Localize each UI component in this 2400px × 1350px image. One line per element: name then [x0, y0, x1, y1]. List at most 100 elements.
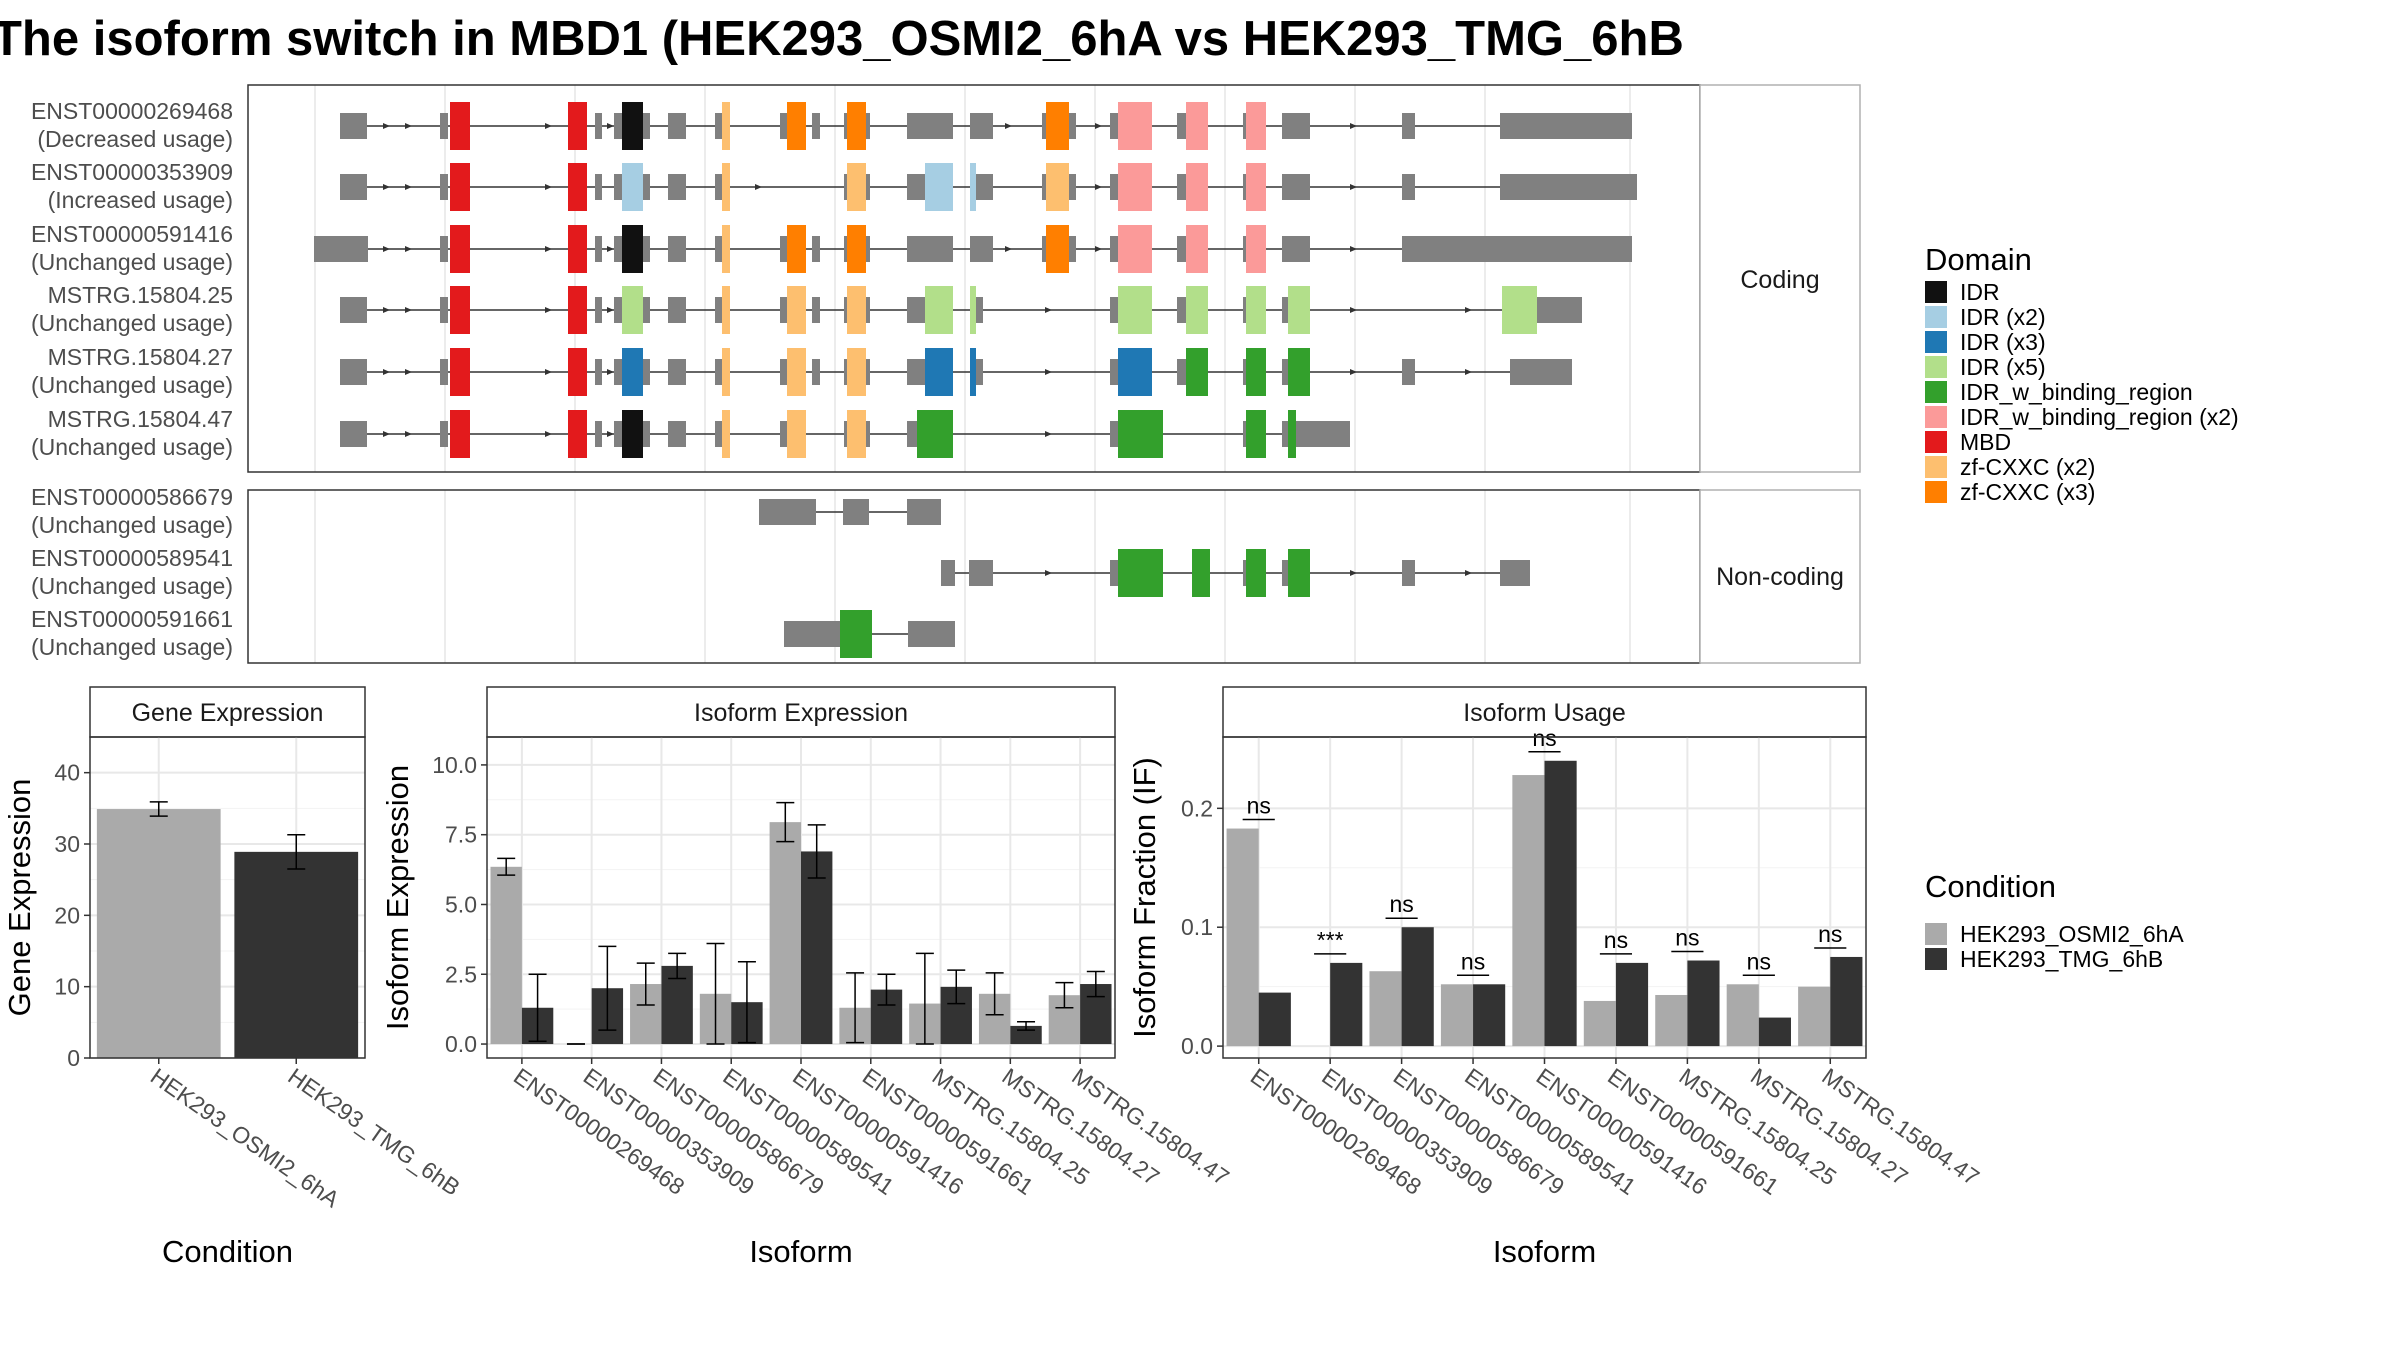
- domain-block: [450, 286, 470, 334]
- significance-label: ns: [1675, 925, 1699, 951]
- domain-legend-title: Domain: [1925, 242, 2032, 277]
- strand-arrow: [607, 307, 614, 313]
- domain-block: [1246, 163, 1266, 211]
- exon-block: [780, 421, 787, 447]
- exon-block: [668, 113, 686, 139]
- domain-block: [847, 163, 866, 211]
- bar: [1369, 971, 1402, 1047]
- domain-block: [970, 286, 976, 334]
- domain-block: [722, 286, 730, 334]
- significance-label: ns: [1604, 927, 1628, 953]
- panel-strip-title: Isoform Expression: [694, 699, 908, 727]
- domain-block: [847, 348, 866, 396]
- exon-block: [812, 297, 820, 323]
- transcript-name: ENST00000591416: [31, 221, 233, 247]
- domain-block: [1246, 286, 1266, 334]
- significance-label: ns: [1747, 948, 1771, 974]
- exon-block: [614, 174, 622, 200]
- y-tick-label: 10.0: [432, 752, 477, 778]
- strand-arrow: [1465, 570, 1472, 576]
- exon-block: [1537, 297, 1582, 323]
- significance-label: ns: [1247, 793, 1271, 819]
- domain-block: [925, 163, 953, 211]
- exon-block: [440, 359, 448, 385]
- exon-block: [1042, 113, 1046, 139]
- exon-block: [812, 359, 820, 385]
- strand-arrow: [383, 246, 390, 252]
- domain-block: [970, 348, 976, 396]
- exon-block: [643, 113, 650, 139]
- domain-block: [925, 286, 953, 334]
- domain-block: [1186, 348, 1208, 396]
- exon-block: [340, 113, 367, 139]
- exon-block: [1110, 421, 1118, 447]
- strand-arrow: [405, 369, 412, 375]
- strand-arrow: [545, 431, 552, 437]
- domain-block: [1046, 163, 1069, 211]
- exon-block: [595, 113, 602, 139]
- transcript-track: ENST00000591661(Unchanged usage): [31, 606, 955, 660]
- domain-legend-key: [1925, 356, 1947, 378]
- exon-block: [614, 421, 622, 447]
- strand-arrow: [1350, 369, 1357, 375]
- bar: [1687, 960, 1720, 1047]
- strand-arrow: [755, 184, 762, 190]
- domain-block: [1192, 549, 1210, 597]
- transcript-usage: (Decreased usage): [37, 126, 233, 152]
- bar: [1226, 828, 1259, 1047]
- strand-arrow: [383, 431, 390, 437]
- significance-label: ***: [1317, 927, 1344, 953]
- exon-block: [614, 297, 622, 323]
- strand-arrow: [405, 307, 412, 313]
- exon-block: [1110, 113, 1118, 139]
- strand-arrow: [383, 184, 390, 190]
- exon-block: [340, 297, 367, 323]
- exon-block: [1288, 236, 1310, 262]
- strand-arrow: [1095, 123, 1102, 129]
- strand-arrow: [405, 123, 412, 129]
- exon-block: [668, 174, 686, 200]
- exon-block: [1243, 297, 1246, 323]
- exon-block: [715, 297, 722, 323]
- domain-block: [847, 286, 866, 334]
- strand-arrow: [1350, 123, 1357, 129]
- strand-arrow: [545, 246, 552, 252]
- significance-label: ns: [1818, 921, 1842, 947]
- domain-block: [450, 410, 470, 458]
- exon-block: [1110, 236, 1118, 262]
- exon-block: [844, 174, 847, 200]
- domain-block: [722, 348, 730, 396]
- strand-arrow: [607, 246, 614, 252]
- exon-block: [614, 236, 622, 262]
- exon-block: [643, 421, 650, 447]
- exon-block: [1177, 359, 1186, 385]
- exon-block: [976, 297, 983, 323]
- domain-block: [568, 410, 587, 458]
- exon-block: [595, 236, 602, 262]
- y-tick-label: 30: [54, 831, 80, 857]
- domain-block: [1288, 410, 1296, 458]
- significance-label: ns: [1389, 891, 1413, 917]
- exon-block: [1177, 297, 1186, 323]
- y-tick-label: 20: [54, 902, 80, 928]
- transcript-track: MSTRG.15804.25(Unchanged usage): [31, 282, 1582, 336]
- bar: [1544, 760, 1577, 1047]
- y-tick-label: 40: [54, 760, 80, 786]
- strand-arrow: [405, 431, 412, 437]
- exon-block: [595, 174, 602, 200]
- exon-block: [668, 236, 686, 262]
- panel-frame: [89, 736, 366, 1059]
- domain-block: [622, 410, 643, 458]
- exon-block: [340, 421, 367, 447]
- exon-block: [614, 113, 622, 139]
- bar: [1830, 956, 1863, 1047]
- domain-legend-label: IDR (x5): [1960, 354, 2046, 380]
- exon-block: [1243, 113, 1246, 139]
- bar: [1473, 984, 1506, 1047]
- domain-block: [1186, 225, 1208, 273]
- exon-block: [970, 113, 993, 139]
- exon-block: [941, 560, 955, 586]
- exon-block: [1500, 560, 1530, 586]
- domain-block: [722, 410, 730, 458]
- y-tick-label: 5.0: [445, 891, 477, 917]
